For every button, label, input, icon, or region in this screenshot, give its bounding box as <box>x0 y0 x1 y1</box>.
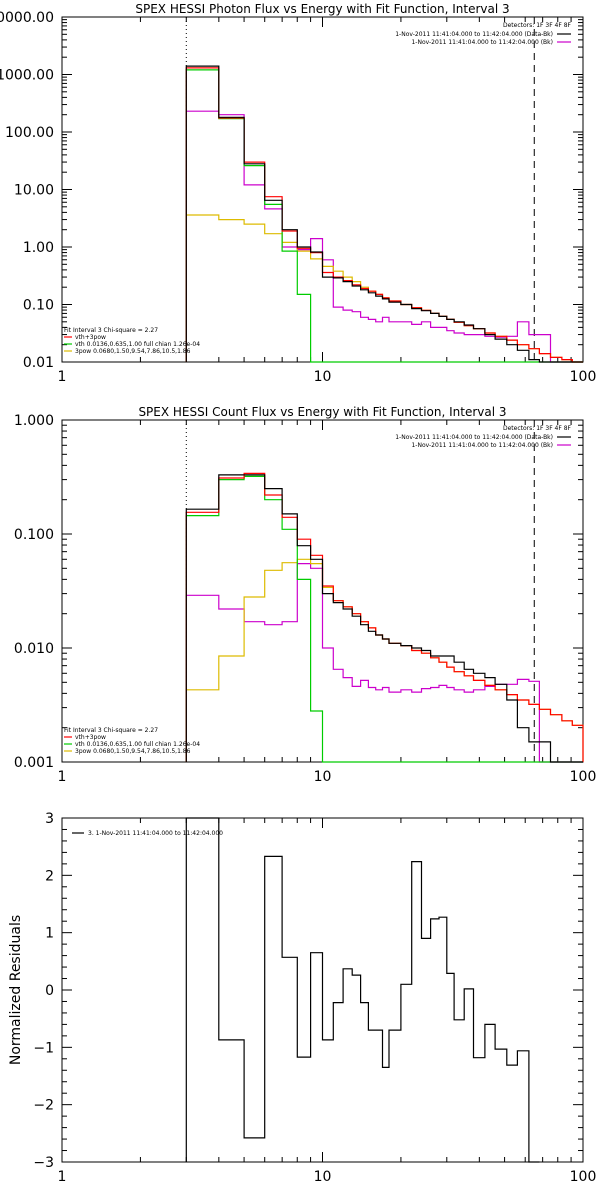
y-tick-label: 1.000 <box>14 413 54 429</box>
y-tick-label: 2 <box>45 868 54 884</box>
x-tick-label: 10 <box>314 369 332 385</box>
x-tick-label: 100 <box>570 769 597 785</box>
y-tick-label: 10.00 <box>14 183 54 199</box>
series-thermal <box>185 69 583 363</box>
fit-legend-entry: vth+3pow <box>75 334 106 341</box>
fit-legend-entry: vth 0.0136,0.635,1.00 full chian 1.26e-0… <box>75 341 200 348</box>
series-background <box>185 563 583 763</box>
fit-legend-entry: vth+3pow <box>75 734 106 741</box>
fit-legend-entry: 3pow 0.0680,1.50,9.54,7.86,10.5,1.86 <box>75 348 191 355</box>
y-axis-label: Normalized Residuals <box>8 915 24 1065</box>
x-tick-label: 100 <box>570 1169 597 1185</box>
x-tick-label: 1 <box>58 1169 67 1185</box>
series-data <box>185 817 540 1163</box>
y-tick-label: −3 <box>33 1155 54 1171</box>
series-data <box>185 65 583 363</box>
y-tick-label: 0.100 <box>14 527 54 543</box>
x-tick-label: 10 <box>314 1169 332 1185</box>
fit-legend-entry: 3pow 0.0680,1.50,9.54,7.86,10.5,1.86 <box>75 748 191 755</box>
chart-title: SPEX HESSI Count Flux vs Energy with Fit… <box>138 405 506 419</box>
series-thermal <box>185 475 583 763</box>
x-tick-label: 100 <box>570 369 597 385</box>
y-tick-label: 1 <box>45 926 54 942</box>
y-tick-label: −2 <box>33 1098 54 1114</box>
plot-frame <box>61 16 584 363</box>
time-legend-entry: 1-Nov-2011 11:41:04.000 to 11:42:04.000 … <box>411 39 553 46</box>
y-tick-label: 1.00 <box>23 240 54 256</box>
fit-legend-entry: Fit Interval 3 Chi-square = 2.27 <box>64 727 158 734</box>
plot-1: SPEX HESSI Photon Flux vs Energy with Fi… <box>0 2 596 385</box>
y-tick-label: −1 <box>33 1040 54 1056</box>
y-tick-label: 0.010 <box>14 641 54 657</box>
y-tick-label: 0.10 <box>23 298 54 314</box>
time-legend-entry: 1-Nov-2011 11:41:04.000 to 11:42:04.000 … <box>411 442 553 449</box>
detectors-label: Detectors: 1F 3F 4F 8F <box>503 425 572 432</box>
fit-legend-entry: Fit Interval 3 Chi-square = 2.27 <box>64 327 158 334</box>
time-legend-entry: 1-Nov-2011 11:41:04.000 to 11:42:04.000 … <box>395 434 553 441</box>
y-tick-label: 0.001 <box>14 755 54 771</box>
plot-2: SPEX HESSI Count Flux vs Energy with Fit… <box>14 405 596 785</box>
y-tick-label: 0 <box>45 983 54 999</box>
time-legend-entry: 1-Nov-2011 11:41:04.000 to 11:42:04.000 … <box>395 31 553 38</box>
chart-title: SPEX HESSI Photon Flux vs Energy with Fi… <box>135 2 509 16</box>
residual-legend-entry: 3. 1-Nov-2011 11:41:04.000 to 11:42:04.0… <box>88 830 223 837</box>
series-data <box>185 474 583 763</box>
series-powerlaw <box>185 214 583 363</box>
x-tick-label: 1 <box>58 369 67 385</box>
y-tick-label: 3 <box>45 811 54 827</box>
y-tick-label: 1000.00 <box>0 68 54 84</box>
series-total <box>185 472 584 762</box>
x-tick-label: 10 <box>314 769 332 785</box>
fit-legend-entry: vth 0.0136,0.635,1.00 full chian 1.26e-0… <box>75 741 200 748</box>
x-tick-label: 1 <box>58 769 67 785</box>
series-background <box>185 110 583 363</box>
y-tick-label: 0.01 <box>23 355 54 371</box>
detectors-label: Detectors: 1F 3F 4F 8F <box>503 22 572 29</box>
y-tick-label: 100.00 <box>5 125 54 141</box>
series-powerlaw <box>185 558 584 762</box>
